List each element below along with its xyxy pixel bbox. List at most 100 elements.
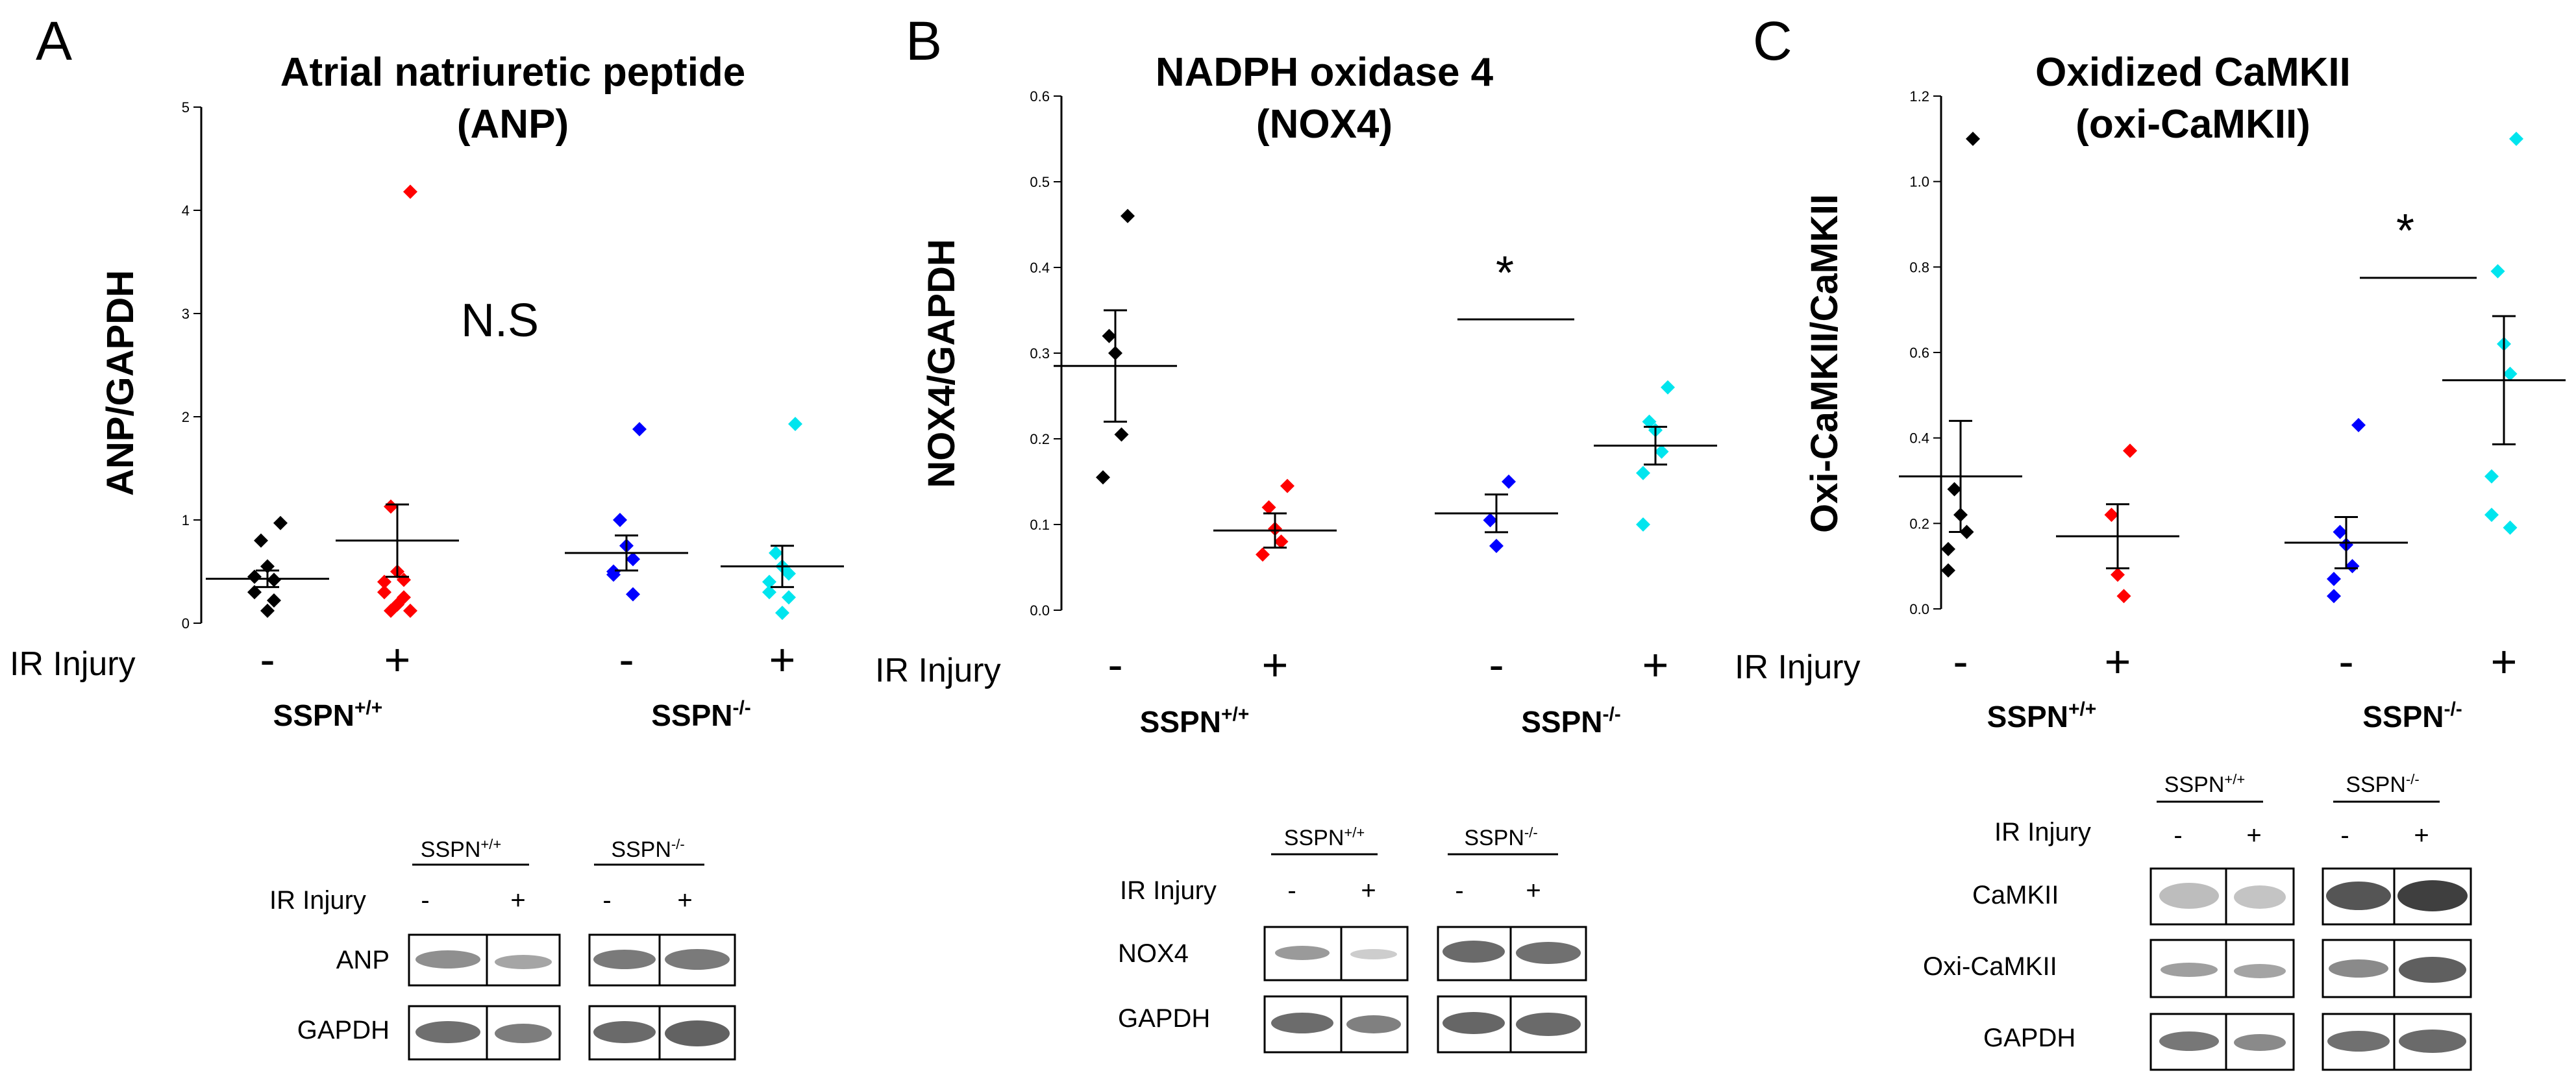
panel-title-line2: (NOX4)	[1256, 102, 1393, 147]
blot-group-wt: SSPN+/+	[1284, 824, 1365, 850]
y-tick-label: 1.2	[1909, 88, 1929, 105]
panel-b: B NADPH oxidase 4 (NOX4) NOX4/GAPDH 0.00…	[875, 10, 1717, 1054]
y-tick-label: 1	[182, 512, 190, 528]
y-tick-label: 0.8	[1909, 259, 1929, 275]
blot-ir-label: IR Injury	[1120, 876, 1217, 905]
data-point	[1941, 563, 1955, 578]
y-tick-label: 0.5	[1030, 174, 1050, 190]
blot-band-row	[2149, 939, 2472, 998]
panel-title-line1: Oxidized CaMKII	[2035, 50, 2351, 95]
data-point	[384, 499, 398, 514]
blot-plus-ko: +	[677, 886, 692, 915]
western-blot-nox4: SSPN+/+ SSPN-/- IR Injury - + - + NOX4 G…	[1118, 824, 1587, 1054]
blot-group-ko: SSPN-/-	[1464, 824, 1537, 850]
data-point	[1096, 470, 1110, 485]
data-point	[613, 513, 627, 527]
blot-plus-wt: +	[510, 886, 525, 915]
ir-plus-ko: +	[2491, 636, 2518, 687]
y-tick-label: 0.6	[1909, 345, 1929, 361]
group-label-ko: SSPN-/-	[1521, 704, 1621, 739]
blot-row-label: ANP	[336, 946, 390, 974]
blot-row-label: GAPDH	[297, 1016, 390, 1044]
ir-minus-ko: -	[2338, 636, 2353, 687]
data-point	[1102, 328, 1117, 343]
blot-band-row	[1263, 926, 1587, 981]
data-point	[626, 587, 640, 602]
significance-star: *	[2396, 205, 2414, 257]
scatter-plot-nox4: 0.0 0.1 0.2 0.3 0.4 0.5 0.6	[1030, 88, 1717, 619]
data-point	[2345, 559, 2360, 574]
panel-title-line1: NADPH oxidase 4	[1156, 50, 1494, 95]
ir-plus-wt: +	[384, 634, 411, 685]
data-point	[1654, 444, 1669, 459]
data-point	[788, 417, 802, 432]
blot-band-row	[2149, 1013, 2472, 1071]
blot-row-label: NOX4	[1118, 939, 1189, 968]
ir-minus-wt: -	[1953, 636, 1968, 687]
data-point	[1114, 427, 1129, 442]
y-tick-label: 5	[182, 99, 190, 116]
blot-minus-wt: -	[2174, 821, 2182, 850]
y-axis-label: NOX4/GAPDH	[921, 239, 963, 488]
y-tick-label: 0.4	[1909, 430, 1929, 447]
data-point	[267, 593, 281, 608]
y-tick-label: 2	[182, 409, 190, 425]
data-point	[782, 590, 796, 605]
blot-band-row	[1263, 995, 1587, 1054]
data-point	[1661, 380, 1675, 395]
scatter-plot-oxi-camkii: 0.0 0.2 0.4 0.6 0.8 1.0 1.2	[1899, 88, 2566, 617]
data-point	[2111, 567, 2125, 582]
ir-minus-ko: -	[1489, 639, 1504, 690]
data-point	[247, 585, 262, 600]
data-point	[403, 184, 417, 199]
western-blot-anp: SSPN+/+ SSPN-/- IR Injury - + - + ANP GA…	[269, 836, 736, 1061]
data-point	[1274, 534, 1289, 549]
blot-plus-wt: +	[1361, 876, 1376, 905]
data-point	[2484, 508, 2499, 523]
data-point	[1642, 414, 1657, 429]
y-tick-label: 0.2	[1909, 515, 1929, 532]
y-tick-label: 0	[182, 615, 190, 632]
data-point	[1966, 131, 1980, 146]
data-point	[1636, 517, 1650, 532]
data-point	[2327, 589, 2341, 604]
group-label-ko: SSPN-/-	[651, 697, 751, 732]
western-blot-camkii: SSPN+/+ SSPN-/- IR Injury - + - + CaMKII…	[1923, 771, 2472, 1071]
data-point	[1280, 478, 1294, 493]
blot-group-wt: SSPN+/+	[2164, 771, 2245, 797]
data-point	[762, 574, 776, 589]
y-axis-label: ANP/GAPDH	[99, 270, 142, 496]
y-tick-label: 0.6	[1030, 88, 1050, 105]
y-tick-label: 3	[182, 306, 190, 322]
blot-group-wt: SSPN+/+	[421, 836, 501, 862]
data-point	[2503, 520, 2518, 535]
blot-row-label: Oxi-CaMKII	[1923, 952, 2057, 981]
data-point	[1121, 208, 1135, 223]
panel-a: A Atrial natriuretic peptide (ANP) ANP/G…	[10, 10, 844, 1061]
blot-ir-label: IR Injury	[1994, 818, 2091, 846]
ir-injury-label: IR Injury	[875, 652, 1001, 689]
y-tick-label: 4	[182, 203, 190, 219]
data-point	[247, 569, 262, 584]
y-axis-label: Oxi-CaMKII/CaMKII	[1803, 194, 1846, 533]
data-point	[2333, 524, 2347, 539]
data-point	[632, 422, 647, 437]
blot-minus-ko: -	[2340, 821, 2349, 850]
data-point	[384, 603, 398, 618]
y-tick-label: 0.0	[1909, 601, 1929, 617]
data-point	[254, 533, 268, 548]
data-point	[2351, 417, 2366, 432]
blot-row-label: CaMKII	[1972, 881, 2059, 909]
data-point	[267, 573, 281, 587]
group-label-wt: SSPN+/+	[1140, 704, 1250, 739]
data-point	[1941, 541, 1955, 556]
data-point	[1483, 513, 1498, 528]
y-tick-label: 0.2	[1030, 431, 1050, 447]
data-point	[2509, 131, 2523, 146]
blot-band-row	[408, 933, 736, 987]
significance-label: N.S	[461, 295, 539, 347]
blot-minus-ko: -	[1455, 876, 1463, 905]
data-point	[2116, 589, 2131, 604]
y-tick-label: 0.3	[1030, 345, 1050, 362]
blot-band-row	[408, 1005, 736, 1061]
